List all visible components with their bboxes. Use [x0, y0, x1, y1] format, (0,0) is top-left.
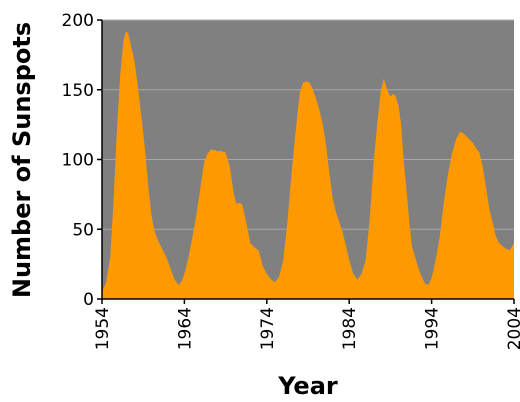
y-axis-title: Number of Sunspots	[8, 22, 36, 298]
x-axis-title: Year	[277, 372, 338, 400]
x-tick-label: 1994	[423, 307, 443, 350]
x-tick-labels: 1954 1964 1974 1984 1994 2004	[93, 307, 520, 350]
x-tick-label: 1974	[258, 307, 278, 350]
y-tick-label: 50	[72, 220, 94, 240]
y-tick-label: 150	[62, 81, 94, 101]
axes	[97, 19, 515, 304]
sunspot-area-series	[102, 31, 514, 299]
x-tick-label: 1964	[175, 307, 195, 350]
x-tick-label: 2004	[505, 307, 520, 350]
y-tick-label: 100	[62, 151, 94, 171]
x-tick-label: 1954	[93, 307, 113, 350]
y-tick-label: 0	[83, 290, 94, 310]
x-tick-label: 1984	[340, 307, 360, 350]
y-tick-labels: 0 50 100 150 200	[62, 11, 94, 310]
y-tick-label: 200	[62, 11, 94, 31]
